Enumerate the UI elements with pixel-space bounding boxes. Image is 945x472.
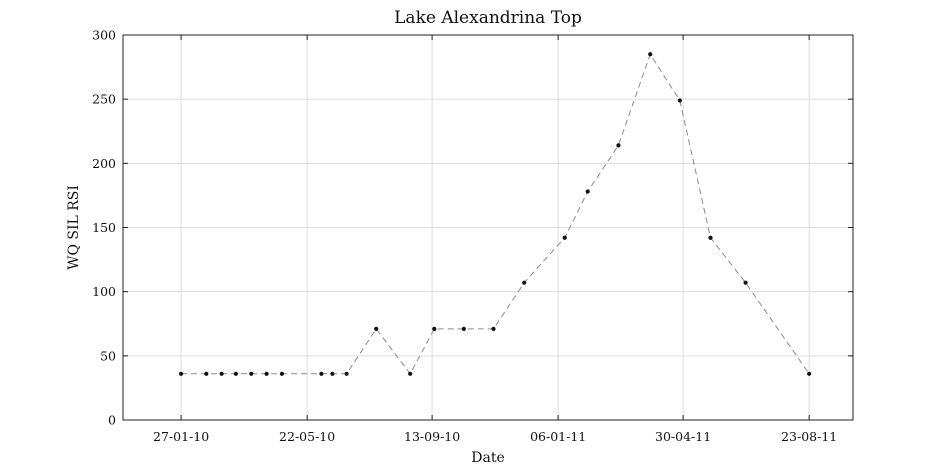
data-point bbox=[319, 371, 324, 376]
x-tick-label: 22-05-10 bbox=[279, 429, 335, 444]
series-line-layer bbox=[181, 53, 810, 375]
x-tick-label: 06-01-11 bbox=[530, 429, 586, 444]
grid bbox=[123, 35, 853, 420]
data-point bbox=[219, 371, 224, 376]
chart-title: Lake Alexandrina Top bbox=[394, 8, 582, 28]
data-point bbox=[432, 326, 437, 331]
series-line bbox=[181, 53, 810, 375]
data-point bbox=[204, 371, 209, 376]
data-point bbox=[491, 326, 496, 331]
data-point bbox=[374, 326, 379, 331]
y-tick-label: 100 bbox=[92, 284, 116, 299]
y-tick-label: 50 bbox=[100, 348, 116, 363]
data-point bbox=[743, 280, 748, 285]
data-point bbox=[178, 371, 184, 376]
data-points bbox=[178, 52, 812, 376]
data-point bbox=[330, 371, 335, 376]
y-axis-label: WQ SIL RSI bbox=[66, 185, 82, 270]
data-point bbox=[461, 326, 466, 331]
data-point bbox=[708, 235, 713, 240]
axis-ticks: 0 50 100 150 200 250 300 27-01-10 22-05-10 13-09-… bbox=[92, 28, 853, 444]
y-tick-label: 0 bbox=[108, 413, 116, 428]
data-point bbox=[233, 371, 238, 376]
data-point bbox=[807, 371, 812, 376]
data-point bbox=[264, 371, 269, 376]
data-point bbox=[344, 371, 349, 376]
data-point bbox=[677, 98, 682, 103]
y-tick-label: 150 bbox=[92, 220, 116, 235]
x-axis-label: Date bbox=[471, 450, 504, 466]
x-tick-label: 23-08-11 bbox=[781, 429, 837, 444]
y-tick-label: 200 bbox=[92, 156, 116, 171]
data-point bbox=[279, 371, 285, 376]
data-point bbox=[249, 371, 254, 376]
x-tick-label: 27-01-10 bbox=[153, 429, 209, 444]
x-tick-label: 30-04-11 bbox=[655, 429, 711, 444]
data-point bbox=[562, 235, 567, 240]
y-tick-label: 250 bbox=[92, 92, 116, 107]
data-point bbox=[648, 52, 653, 57]
data-point bbox=[585, 189, 590, 194]
y-tick-label: 300 bbox=[92, 28, 116, 43]
x-tick-label: 13-09-10 bbox=[404, 429, 460, 444]
data-point bbox=[522, 280, 527, 285]
data-point bbox=[616, 143, 621, 148]
data-point bbox=[408, 371, 413, 376]
